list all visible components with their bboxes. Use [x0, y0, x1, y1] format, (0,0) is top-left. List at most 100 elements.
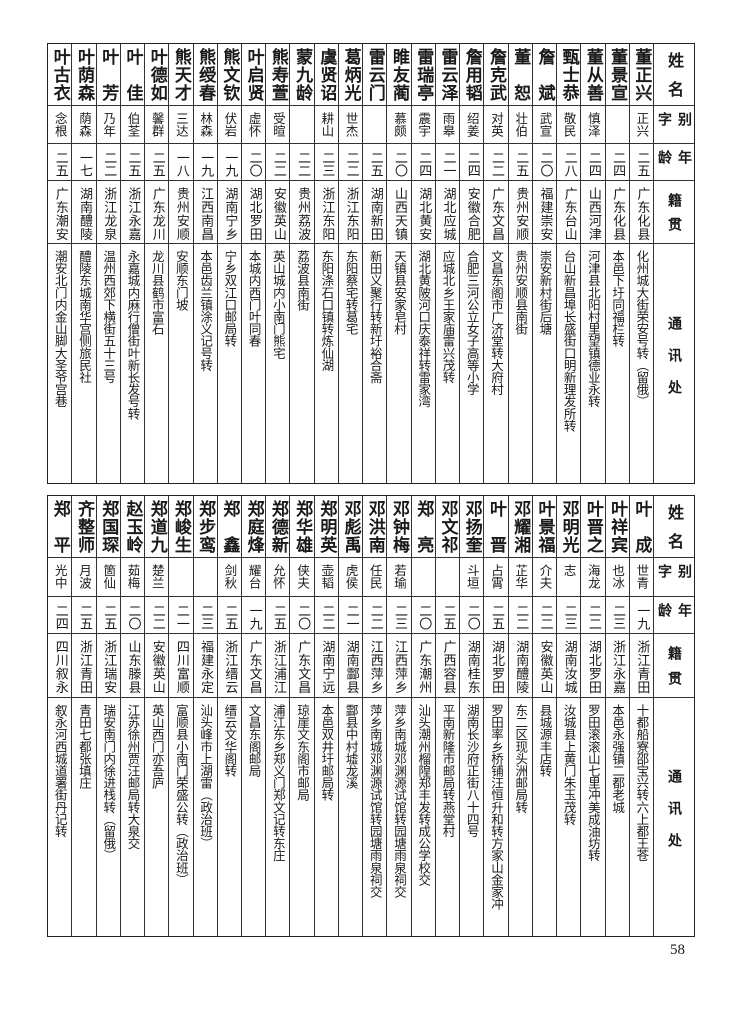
person-age: 二八 [561, 151, 577, 177]
person-origin: 广东文昌 [295, 640, 311, 694]
person-alias: 耕山 [319, 112, 335, 137]
person-origin: 广东文昌 [246, 640, 262, 694]
person-address: 文昌东阁市广济堂转大府村 [488, 250, 504, 396]
person-age: 二五 [76, 604, 92, 630]
person-age: 二五 [52, 151, 68, 177]
person-name: 郑步鸾 [195, 500, 216, 553]
person-column: 郑德新 允怀 二五 浙江浦江 浦江东乡郑义门郑文记转东庄 [265, 496, 290, 936]
person-column: 郑国琛 箇仙 二五 浙江瑞安 瑞安南门内徐进栈转（留俄） [95, 496, 120, 936]
header-age: 年龄 [656, 150, 692, 164]
person-origin: 四川叙永 [52, 640, 68, 694]
person-origin: 安徽英山 [537, 640, 553, 694]
person-origin: 湖南醴陵 [76, 187, 92, 241]
person-age: 二五 [488, 604, 504, 630]
person-name: 雷云门 [364, 48, 385, 101]
header-age: 年龄 [656, 603, 692, 617]
header-alias: 别字 [656, 564, 692, 578]
person-column: 雷云泽 雨皋 二一 湖北应城 应城北乡王家庙雷兴茂转 [434, 44, 460, 483]
person-origin: 贵州安顺 [173, 187, 189, 241]
person-origin: 安徽英山 [149, 640, 165, 694]
person-age: 二二 [343, 151, 359, 177]
person-origin: 浙江永嘉 [125, 187, 141, 241]
person-name: 邓洪南 [364, 500, 385, 553]
person-address: 罗田滚滚山七里冲美成油坊转 [585, 704, 601, 862]
person-address: 荔波县南街 [295, 250, 311, 311]
person-name: 雷瑞亭 [413, 48, 434, 101]
person-alias: 斗垣 [464, 564, 480, 589]
person-age: 一八 [173, 151, 189, 177]
person-column: 虞贤诏 耕山 二三 浙江东阳 东阳涤石口镇转炼仙湖 [313, 44, 338, 483]
person-alias: 敬民 [561, 112, 577, 137]
person-name: 熊文钦 [219, 48, 240, 101]
person-origin: 广东文昌 [488, 187, 504, 241]
person-age: 二一 [440, 151, 456, 177]
person-column: 甄士恭 敬民 二八 广东台山 台山新昌埠长盛街口明新理发所转 [556, 44, 581, 483]
person-name: 叶晋 [485, 500, 506, 553]
person-name: 郑亮 [413, 500, 434, 553]
person-origin: 湖北罗田 [585, 640, 601, 694]
person-column: 熊文钦 伏岩 一九 湖南宁乡 宁乡双江口邮局转 [216, 44, 242, 483]
person-age: 二五 [440, 604, 456, 630]
person-alias: 介夫 [537, 564, 553, 589]
person-column: 叶景福 介夫 二二 安徽英山 县城源丰店转 [531, 496, 557, 936]
person-column: 葛炳光 世杰 二二 浙江东阳 东阳蔡宅转葛宅 [337, 44, 363, 483]
person-address: 缙云文华阁转 [222, 704, 238, 777]
person-address: 化州城大街荣安号转（留俄） [634, 250, 650, 408]
person-name: 邓耀湘 [510, 500, 531, 553]
person-name: 邓文祁 [437, 500, 458, 553]
person-name: 叶荫森 [73, 48, 94, 101]
person-name: 郑华雄 [292, 500, 313, 553]
person-name: 董正兴 [631, 48, 652, 101]
person-alias: 虚怀 [246, 112, 262, 137]
person-origin: 贵州荔波 [295, 187, 311, 241]
person-name: 郑德新 [267, 500, 288, 553]
person-column: 邓钟梅 若瑜 二三 江西萍乡 萍乡南城邓渊源试馆转园塘雨泉祠交 [386, 496, 411, 936]
person-alias: 允怀 [270, 564, 286, 589]
person-address: 萍乡南城邓渊源试馆转园塘雨泉祠交 [367, 704, 383, 898]
page-number: 58 [670, 942, 685, 958]
person-address: 青田七都张填庄 [76, 704, 92, 789]
person-alias: 馨群 [149, 112, 165, 137]
header-address: 通讯处 [666, 315, 682, 412]
person-alias: 震宇 [416, 112, 432, 137]
person-name: 郑平 [49, 500, 70, 553]
person-name: 蒙九龄 [292, 48, 313, 101]
person-name: 郑明英 [316, 500, 337, 553]
person-column: 邓扬奎 斗垣 二〇 湖南桂东 湖南长沙府正街八十四号 [459, 496, 484, 936]
person-age: 二五 [149, 151, 165, 177]
person-age: 二二 [513, 604, 529, 630]
person-age: 二三 [319, 151, 335, 177]
person-column: 熊绶春 林森 一九 江西南昌 本邑齿兰镇涂义记号转 [192, 44, 217, 483]
person-name: 詹用韬 [461, 48, 482, 101]
person-address: 醴陵东城南华宫侧旅民社 [76, 250, 92, 384]
person-alias: 林森 [198, 112, 214, 137]
person-origin: 安徽合肥 [464, 187, 480, 241]
header-origin: 籍贯 [666, 193, 682, 231]
person-origin: 山西河津 [585, 187, 601, 241]
person-column: 郑步鸾 二三 福建永定 汕头峰市上湖雷（政治班） [192, 496, 217, 936]
header-column: 姓名 别字 年龄 籍贯 通讯处 [653, 496, 694, 936]
person-alias: 慕颇 [392, 112, 408, 137]
header-column: 姓名 别字 年龄 籍贯 通讯处 [653, 44, 694, 483]
person-origin: 浙江永嘉 [610, 640, 626, 694]
person-name: 叶启贤 [243, 48, 264, 101]
person-column: 董正兴 正兴 二五 广东化县 化州城大街荣安号转（留俄） [628, 44, 653, 483]
person-alias: 三达 [173, 112, 189, 137]
person-name: 郑鑫 [219, 500, 240, 553]
person-name: 叶德如 [146, 48, 167, 101]
person-address: 天镇县安家皂村 [392, 250, 408, 335]
person-origin: 浙江龙泉 [101, 187, 117, 241]
person-origin: 湖南宁远 [319, 640, 335, 694]
person-origin: 四川富顺 [173, 640, 189, 694]
person-column: 邓明光志二三 湖南汝城 汝城县上黄门朱玉茂转 [556, 496, 581, 936]
person-column: 邓文祁 二五 广西容县 平南新隆市邮局转燕堂村 [434, 496, 460, 936]
person-column: 叶启贤 虚怀 二〇 湖北罗田 本城内西门叶同春 [241, 44, 266, 483]
person-column: 郑明英 壶韬 二二 湖南宁远 本邑双井圩邮局转 [313, 496, 338, 936]
person-address: 台山新昌埠长盛街口明新理发所转 [561, 250, 577, 432]
person-alias: 箇仙 [101, 564, 117, 589]
person-age: 二二 [367, 604, 383, 630]
person-origin: 广东化县 [634, 187, 650, 241]
person-address: 温州西郊下横街五十三号 [101, 250, 117, 384]
person-column: 叶荫森 荫森 一七 湖南醴陵 醴陵东城南华宫侧旅民社 [71, 44, 96, 483]
person-alias: 剑秋 [222, 564, 238, 589]
